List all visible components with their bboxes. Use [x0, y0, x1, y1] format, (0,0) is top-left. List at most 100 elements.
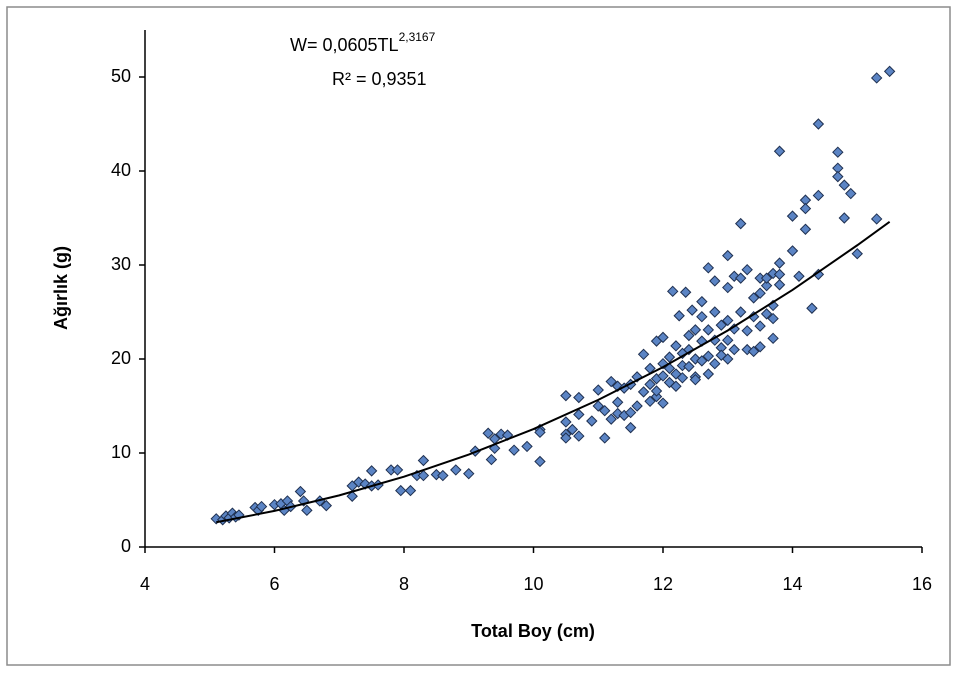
point	[870, 213, 883, 225]
point	[644, 395, 656, 408]
x-tick-label: 8	[399, 574, 409, 594]
point	[793, 270, 805, 282]
point	[747, 345, 760, 358]
point	[715, 319, 727, 331]
point	[437, 469, 449, 482]
point	[838, 212, 851, 224]
point	[734, 217, 747, 230]
point	[508, 444, 520, 456]
point	[605, 413, 617, 425]
point	[696, 355, 708, 367]
y-tick-label: 20	[111, 348, 131, 368]
point	[611, 396, 624, 408]
x-axis-title: Total Boy (cm)	[471, 621, 595, 641]
point	[294, 485, 307, 498]
point	[560, 416, 572, 428]
point	[631, 400, 643, 412]
point	[741, 325, 753, 337]
point	[747, 292, 760, 304]
point	[812, 268, 825, 281]
point	[637, 386, 650, 398]
x-tick-label: 10	[523, 574, 543, 594]
point	[754, 341, 766, 353]
point	[734, 272, 747, 284]
point	[657, 397, 669, 409]
point	[599, 432, 611, 444]
point	[599, 404, 611, 417]
x-tick-label: 16	[912, 574, 932, 594]
y-tick-label: 30	[111, 254, 131, 274]
point	[812, 189, 825, 202]
point	[760, 308, 773, 320]
x-tick-label: 14	[782, 574, 802, 594]
x-tick-label: 4	[140, 574, 150, 594]
point	[485, 453, 498, 466]
point	[679, 286, 692, 298]
point	[624, 406, 637, 419]
point	[832, 146, 844, 158]
point	[586, 415, 598, 427]
point	[722, 334, 734, 346]
point	[644, 378, 656, 391]
point	[702, 350, 715, 362]
point	[663, 351, 676, 363]
point	[637, 348, 650, 361]
point	[728, 323, 740, 335]
point	[605, 375, 617, 388]
point	[670, 340, 682, 352]
chart-border	[6, 6, 951, 666]
point	[482, 427, 494, 439]
y-tick-label: 40	[111, 160, 131, 180]
trendline	[216, 220, 891, 524]
point	[806, 302, 818, 314]
point	[722, 314, 734, 327]
point	[346, 490, 358, 502]
point	[657, 370, 669, 382]
point	[573, 408, 585, 421]
point	[534, 426, 546, 439]
point	[463, 467, 475, 480]
point	[799, 202, 812, 215]
y-axis-title: Ağırlık (g)	[51, 246, 71, 330]
point	[297, 495, 310, 507]
point	[702, 324, 715, 336]
point	[391, 464, 404, 476]
point	[365, 465, 378, 477]
point	[773, 279, 786, 291]
point	[301, 504, 313, 517]
point	[741, 263, 753, 276]
point	[760, 272, 773, 284]
point	[689, 324, 702, 336]
point	[686, 304, 698, 316]
point	[722, 249, 734, 262]
y-tick-label: 10	[111, 442, 131, 462]
y-tick-label: 0	[121, 536, 131, 556]
point	[870, 72, 883, 84]
point	[650, 385, 663, 397]
point	[404, 484, 417, 497]
point	[566, 423, 579, 436]
point	[709, 357, 721, 370]
equation: W= 0,0605TL2,3167	[290, 30, 436, 55]
point	[395, 484, 407, 497]
point	[673, 310, 685, 322]
point	[812, 118, 825, 130]
point	[851, 248, 863, 260]
point	[799, 223, 812, 235]
point	[773, 145, 786, 157]
point	[683, 329, 695, 342]
point	[592, 400, 604, 412]
point	[417, 454, 430, 467]
point	[722, 353, 734, 365]
point	[573, 430, 585, 442]
equation-text: W= 0,0605TL	[290, 35, 399, 55]
point	[696, 295, 708, 308]
point	[683, 360, 695, 373]
point	[320, 499, 333, 512]
point	[667, 285, 679, 298]
point	[560, 432, 572, 444]
point	[838, 179, 851, 191]
point	[709, 306, 721, 318]
x-tick-label: 12	[653, 574, 673, 594]
